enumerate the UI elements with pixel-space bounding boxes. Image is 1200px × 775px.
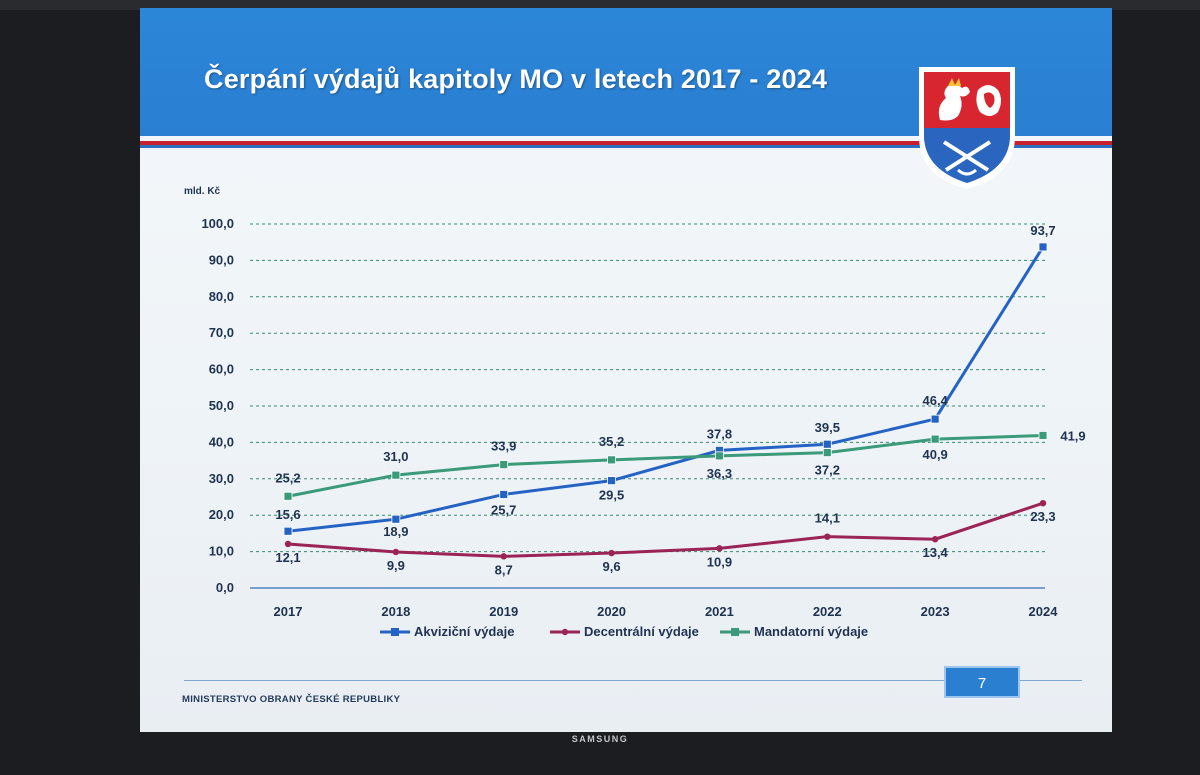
y-tick-label: 100,0 bbox=[201, 216, 234, 231]
header-stripe-blue bbox=[140, 145, 1112, 148]
data-label: 14,1 bbox=[815, 511, 840, 526]
footer-divider bbox=[184, 680, 1082, 681]
data-point-marker bbox=[283, 526, 293, 536]
data-point-marker bbox=[931, 536, 939, 543]
y-tick-label: 20,0 bbox=[209, 507, 234, 522]
data-label: 31,0 bbox=[383, 449, 408, 464]
data-point-marker bbox=[716, 545, 723, 552]
legend-swatch-marker bbox=[391, 628, 399, 636]
data-point-marker bbox=[607, 455, 616, 465]
data-label: 40,9 bbox=[922, 447, 947, 462]
data-label: 39,5 bbox=[815, 420, 840, 435]
x-tick-label: 2020 bbox=[597, 604, 626, 619]
data-point-marker bbox=[930, 414, 940, 424]
data-point-marker bbox=[284, 540, 292, 548]
y-tick-label: 70,0 bbox=[209, 325, 234, 340]
y-axis-unit-label: mld. Kč bbox=[184, 186, 221, 197]
data-point-marker bbox=[824, 533, 831, 540]
data-label: 18,9 bbox=[383, 524, 408, 539]
data-point-marker bbox=[607, 476, 616, 486]
y-tick-label: 0,0 bbox=[216, 580, 234, 595]
presentation-slide: Čerpání výdajů kapitoly MO v letech 2017… bbox=[140, 8, 1112, 732]
data-label: 8,7 bbox=[495, 562, 513, 577]
screen-bezel bbox=[0, 0, 1200, 10]
data-point-marker bbox=[500, 553, 507, 560]
data-point-marker bbox=[930, 434, 940, 444]
data-point-marker bbox=[608, 549, 615, 557]
x-tick-label: 2023 bbox=[921, 604, 950, 619]
y-tick-label: 40,0 bbox=[209, 434, 234, 449]
x-tick-label: 2022 bbox=[813, 604, 842, 619]
data-label: 41,9 bbox=[1060, 428, 1085, 443]
data-label: 36,3 bbox=[707, 466, 732, 481]
data-point-marker bbox=[392, 548, 400, 556]
tv-brand-logo: SAMSUNG bbox=[571, 734, 629, 744]
legend-label: Akviziční výdaje bbox=[414, 624, 514, 639]
data-label: 29,5 bbox=[599, 488, 624, 503]
x-tick-label: 2018 bbox=[381, 604, 410, 619]
slide-title: Čerpání výdajů kapitoly MO v letech 2017… bbox=[204, 64, 828, 94]
data-point-marker bbox=[391, 514, 401, 524]
y-tick-label: 50,0 bbox=[209, 398, 234, 413]
y-tick-label: 80,0 bbox=[209, 289, 234, 304]
data-label: 46,4 bbox=[922, 393, 948, 408]
data-label: 9,9 bbox=[387, 558, 405, 573]
data-point-marker bbox=[822, 448, 832, 457]
data-label: 25,7 bbox=[491, 502, 516, 517]
data-point-marker bbox=[1039, 499, 1047, 507]
data-label: 23,3 bbox=[1030, 509, 1055, 524]
data-label: 12,1 bbox=[275, 550, 300, 565]
series-line-2 bbox=[287, 433, 1044, 498]
data-label: 9,6 bbox=[603, 559, 621, 574]
y-tick-label: 10,0 bbox=[209, 544, 234, 559]
data-point-marker bbox=[499, 490, 509, 499]
footer-ministry-name: MINISTERSTVO OBRANY ČESKÉ REPUBLIKY bbox=[182, 694, 401, 705]
x-tick-label: 2017 bbox=[274, 604, 303, 619]
data-label: 37,8 bbox=[707, 426, 732, 441]
data-point-marker bbox=[715, 451, 724, 461]
data-label: 37,2 bbox=[815, 463, 840, 478]
data-point-marker bbox=[1038, 242, 1048, 252]
legend-swatch-marker bbox=[561, 628, 569, 636]
data-point-marker bbox=[499, 460, 509, 470]
page-number: 7 bbox=[944, 666, 1020, 698]
series-line-1 bbox=[287, 501, 1044, 558]
data-label: 35,2 bbox=[599, 434, 624, 449]
x-tick-label: 2019 bbox=[489, 604, 518, 619]
y-tick-label: 30,0 bbox=[209, 471, 234, 486]
data-label: 15,6 bbox=[275, 507, 300, 522]
y-tick-label: 90,0 bbox=[209, 252, 234, 267]
data-label: 25,2 bbox=[275, 470, 300, 485]
data-point-marker bbox=[1038, 431, 1048, 440]
line-chart: mld. Kč 0,0 10,0 20,0 30,0 40,0 50,0 60,0 70,0 80… bbox=[184, 186, 1086, 639]
y-tick-label: 60,0 bbox=[209, 362, 234, 377]
header-stripe-red bbox=[140, 141, 1112, 145]
data-label: 93,7 bbox=[1030, 223, 1055, 238]
data-point-marker bbox=[391, 470, 401, 480]
legend-label: Mandatorní výdaje bbox=[754, 624, 868, 639]
x-tick-label: 2021 bbox=[705, 604, 734, 619]
data-point-marker bbox=[283, 491, 293, 501]
series-line-0 bbox=[287, 246, 1045, 533]
legend-swatch-marker bbox=[731, 628, 739, 636]
data-label: 10,9 bbox=[707, 554, 732, 569]
x-tick-label: 2024 bbox=[1029, 604, 1059, 619]
data-point-marker bbox=[822, 439, 832, 449]
ministry-emblem-icon bbox=[919, 67, 1015, 190]
legend-label: Decentrální výdaje bbox=[584, 624, 699, 639]
data-label: 13,4 bbox=[922, 545, 948, 560]
data-label: 33,9 bbox=[491, 439, 516, 454]
